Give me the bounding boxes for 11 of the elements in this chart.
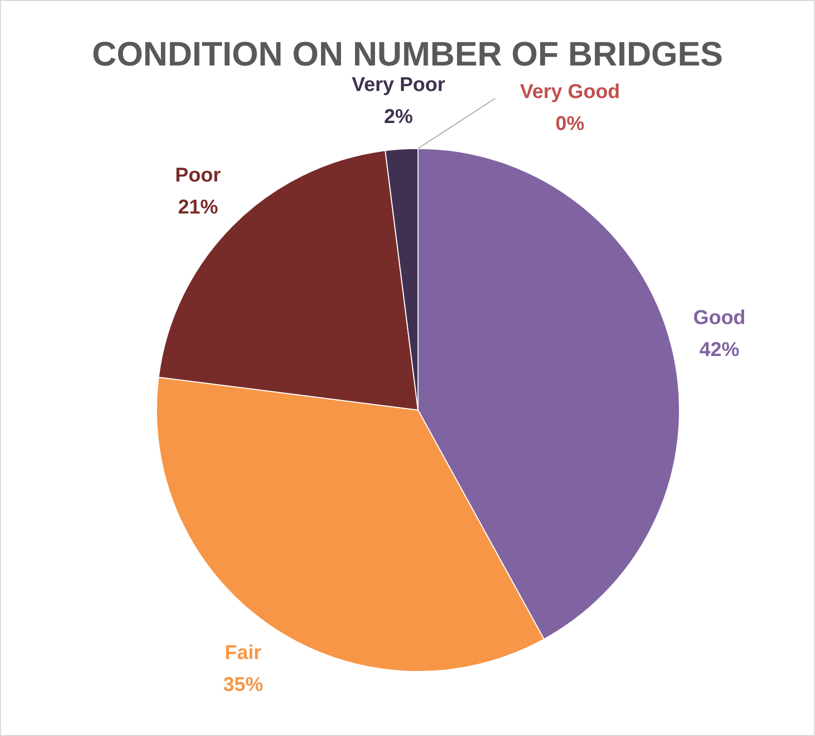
data-label: 2% bbox=[384, 106, 414, 128]
data-label: 35% bbox=[223, 674, 264, 696]
slice-label: Good bbox=[693, 307, 746, 330]
text: 0% bbox=[556, 113, 584, 136]
slice-label: Fair bbox=[224, 642, 262, 664]
slice-label: Very Poor bbox=[352, 74, 446, 96]
chart-title: CONDITION ON NUMBER OF BRIDGES bbox=[92, 35, 723, 74]
data-label: 42% bbox=[699, 339, 740, 362]
data-label: 21% bbox=[178, 196, 218, 218]
slice-label: Poor bbox=[175, 164, 221, 186]
category-label: Very Good bbox=[520, 81, 620, 104]
